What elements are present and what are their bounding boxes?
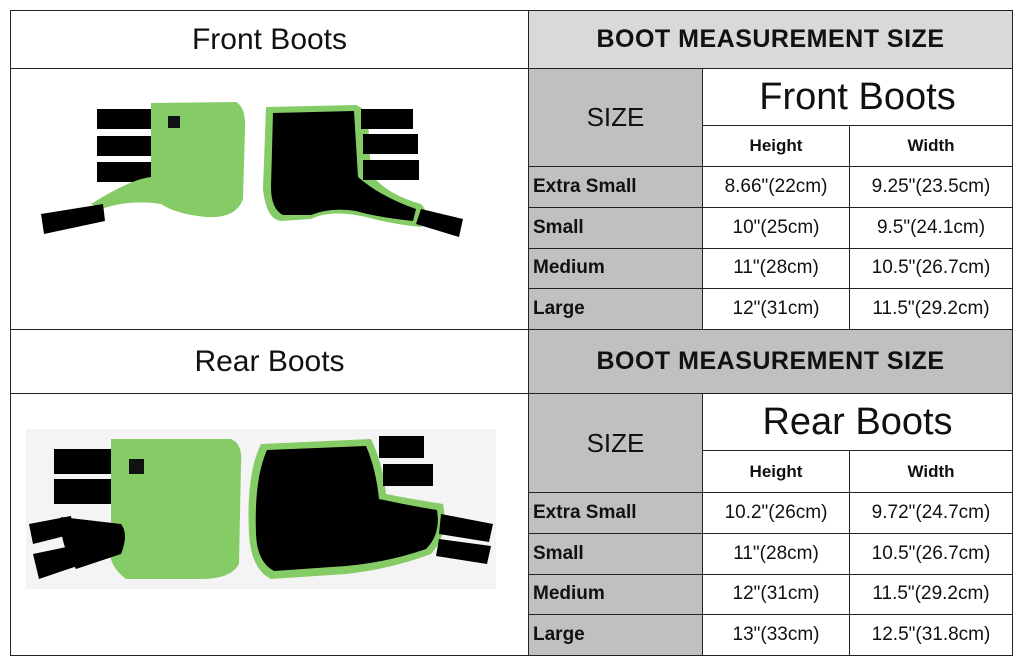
- front-table-header: BOOT MEASUREMENT SIZE: [528, 10, 1013, 69]
- front-row-height-value: 12"(31cm): [702, 288, 850, 330]
- rear-row-size-label: Medium: [528, 573, 703, 616]
- front-table-title: Front Boots: [702, 68, 1013, 126]
- front-row-height-value: 11"(28cm): [702, 247, 850, 290]
- rear-boots-image: [10, 393, 529, 656]
- rear-section-title: Rear Boots: [10, 329, 529, 394]
- rear-boots-illustration: [26, 429, 496, 589]
- rear-height-header: Height: [702, 450, 850, 493]
- rear-row-height-value: 13"(33cm): [702, 614, 850, 656]
- rear-table-header: BOOT MEASUREMENT SIZE: [528, 329, 1013, 394]
- front-row-width-value: 11.5"(29.2cm): [849, 288, 1013, 330]
- front-boots-illustration: [41, 102, 463, 237]
- rear-row-height-value: 11"(28cm): [702, 532, 850, 575]
- front-row-height-value: 8.66"(22cm): [702, 166, 850, 208]
- rear-row-size-label: Small: [528, 532, 703, 575]
- front-row-height-value: 10"(25cm): [702, 206, 850, 249]
- front-height-header: Height: [702, 125, 850, 167]
- front-row-size-label: Large: [528, 288, 703, 330]
- rear-row-height-value: 12"(31cm): [702, 573, 850, 616]
- front-boots-image: [10, 68, 529, 330]
- front-row-size-label: Medium: [528, 247, 703, 290]
- rear-row-size-label: Extra Small: [528, 492, 703, 534]
- rear-row-size-label: Large: [528, 614, 703, 656]
- rear-row-width-value: 9.72"(24.7cm): [849, 492, 1013, 534]
- front-row-width-value: 9.5"(24.1cm): [849, 206, 1013, 249]
- front-row-size-label: Extra Small: [528, 166, 703, 208]
- rear-row-height-value: 10.2"(26cm): [702, 492, 850, 534]
- front-section-title: Front Boots: [10, 10, 529, 69]
- front-row-width-value: 9.25"(23.5cm): [849, 166, 1013, 208]
- rear-table-title: Rear Boots: [702, 393, 1013, 451]
- rear-row-width-value: 11.5"(29.2cm): [849, 573, 1013, 616]
- rear-width-header: Width: [849, 450, 1013, 493]
- front-size-label: SIZE: [528, 68, 703, 167]
- rear-row-width-value: 10.5"(26.7cm): [849, 532, 1013, 575]
- front-row-size-label: Small: [528, 206, 703, 249]
- rear-row-width-value: 12.5"(31.8cm): [849, 614, 1013, 656]
- front-row-width-value: 10.5"(26.7cm): [849, 247, 1013, 290]
- front-width-header: Width: [849, 125, 1013, 167]
- rear-size-label: SIZE: [528, 393, 703, 493]
